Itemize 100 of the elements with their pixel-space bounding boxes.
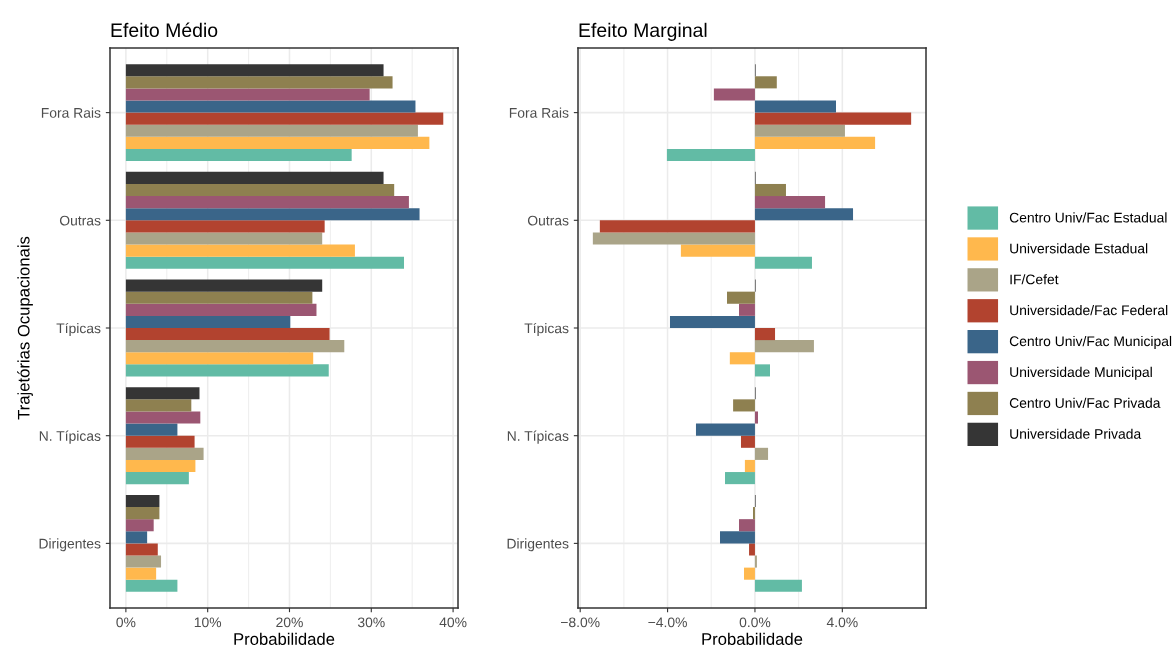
bar — [726, 291, 755, 304]
bar — [733, 399, 755, 412]
bar — [125, 171, 384, 184]
legend-label: Universidade Estadual — [1010, 243, 1148, 254]
bar — [740, 435, 755, 448]
bar — [125, 411, 201, 424]
bar — [125, 279, 323, 292]
bar — [125, 459, 196, 473]
bar — [744, 459, 755, 473]
bar — [125, 472, 189, 485]
bar — [754, 328, 776, 341]
bar — [669, 315, 755, 328]
y-tick-label: Outras — [527, 215, 569, 226]
x-tick-label: 20% — [276, 617, 303, 628]
bar — [125, 244, 355, 257]
x-tick-label: 40% — [439, 617, 467, 628]
y-tick-label: N. Típicas — [507, 430, 569, 444]
bar — [125, 148, 352, 162]
bar — [125, 567, 157, 580]
bar — [125, 315, 291, 328]
bar — [125, 291, 313, 304]
bar — [125, 435, 195, 448]
x-tick-label: 0% — [116, 617, 136, 628]
y-tick-label: Outras — [59, 215, 101, 226]
bar — [744, 567, 755, 580]
bar — [754, 183, 786, 197]
bar — [125, 423, 178, 436]
bar — [125, 399, 192, 412]
bar — [125, 88, 370, 101]
bar — [125, 507, 160, 520]
bar — [125, 519, 154, 532]
bar — [125, 112, 444, 125]
bar — [125, 124, 418, 137]
bar — [754, 100, 836, 113]
bar — [754, 340, 814, 353]
y-tick-label: Dirigentes — [507, 538, 569, 552]
bar — [754, 579, 802, 592]
bar — [125, 328, 330, 341]
bar — [125, 555, 162, 568]
y-tick-label: N. Típicas — [39, 430, 101, 444]
y-tick-label: Dirigentes — [39, 538, 101, 552]
legend-label: Universidade Privada — [1010, 428, 1142, 439]
bar — [592, 232, 755, 245]
bar — [754, 208, 854, 221]
bar — [125, 256, 405, 269]
bar — [713, 88, 755, 101]
y-tick-label: Típicas — [56, 322, 101, 336]
bar — [125, 220, 325, 233]
y-tick-label: Fora Rais — [41, 107, 101, 118]
x-axis-title: Probabilidade — [234, 632, 335, 645]
x-tick-label: 30% — [357, 617, 385, 628]
bar — [125, 364, 329, 377]
y-tick-label: Fora Rais — [509, 107, 569, 118]
bar — [754, 112, 912, 125]
bar — [125, 494, 160, 508]
y-tick-label: Típicas — [524, 322, 569, 336]
bar — [754, 76, 777, 89]
x-tick-label: 0.0% — [739, 617, 771, 628]
bar — [754, 256, 812, 269]
bar — [680, 244, 755, 257]
bar — [125, 196, 409, 209]
bar — [739, 303, 755, 316]
bar — [125, 100, 416, 113]
bar — [125, 232, 323, 245]
bar — [754, 124, 845, 137]
bar — [125, 579, 178, 592]
bar — [725, 472, 755, 485]
legend-label: Universidade Municipal — [1010, 366, 1152, 380]
bar — [749, 543, 755, 556]
chart-title: Efeito Marginal — [579, 22, 707, 41]
bar — [754, 136, 876, 149]
legend-label: Centro Univ/Fac Estadual — [1009, 212, 1167, 223]
bar — [754, 364, 771, 377]
bar — [125, 208, 420, 221]
bar — [754, 196, 826, 209]
bar — [125, 352, 314, 365]
bar — [125, 543, 158, 556]
bar — [729, 352, 755, 365]
bar — [125, 183, 395, 197]
legend-label: Universidade/Fac Federal — [1010, 305, 1168, 316]
y-axis-title: Trajetórias Ocupacionais — [17, 236, 33, 420]
bar — [720, 531, 755, 544]
bar — [599, 220, 755, 233]
x-tick-label: 4.0% — [826, 617, 858, 628]
bar — [125, 136, 430, 149]
bar — [125, 64, 384, 77]
bar — [125, 76, 393, 89]
bar — [125, 531, 148, 544]
legend-label: Centro Univ/Fac Municipal — [1009, 335, 1172, 349]
bar — [739, 519, 755, 532]
x-tick-label: −4.0% — [648, 617, 687, 628]
x-tick-label: 10% — [194, 617, 222, 628]
legend-label: IF/Cefet — [1010, 274, 1059, 285]
bar — [125, 303, 317, 316]
bar — [754, 411, 759, 424]
bar — [754, 447, 769, 460]
bar — [125, 340, 345, 353]
bar — [125, 387, 200, 400]
chart-title: Efeito Médio — [111, 22, 218, 38]
legend-label: Centro Univ/Fac Privada — [1009, 397, 1161, 408]
